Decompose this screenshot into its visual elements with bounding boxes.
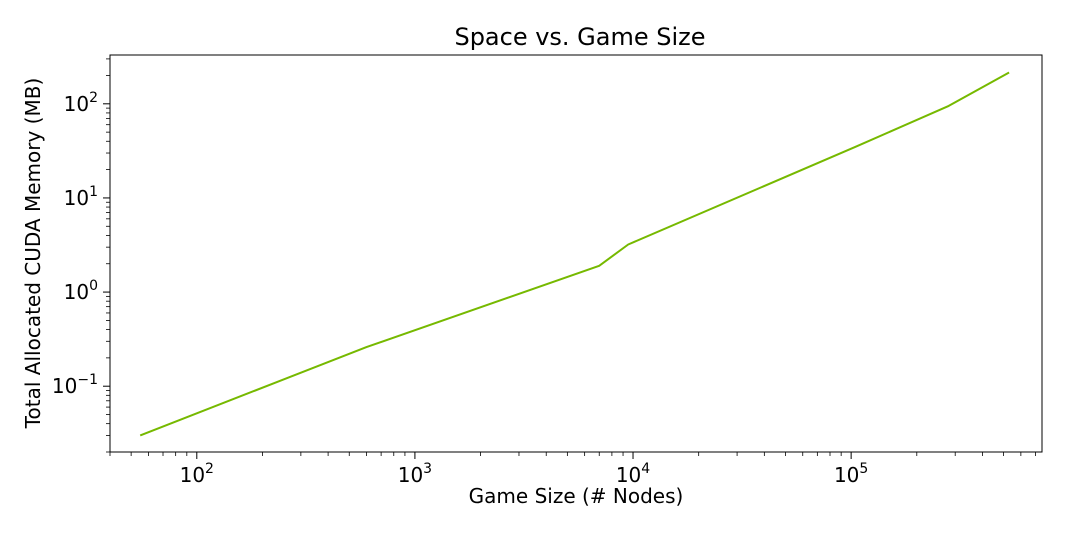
y-tick-label: 100: [64, 278, 98, 304]
x-minor-ticks: [109, 452, 1036, 456]
y-axis-label: Total Allocated CUDA Memory (MB): [21, 78, 45, 430]
x-tick-label: 104: [616, 461, 650, 487]
y-minor-ticks: [106, 58, 110, 453]
y-tick-label: 10−1: [52, 372, 98, 398]
x-tick-label: 103: [398, 461, 432, 487]
x-tick-label: 105: [834, 461, 868, 487]
y-tick-label: 102: [64, 90, 98, 116]
chart-title: Space vs. Game Size: [454, 23, 705, 51]
y-axis-ticks: 10−1 100 101 102: [52, 90, 110, 398]
series-line: [139, 71, 1010, 437]
x-axis-ticks: 102 103 104 105: [180, 452, 868, 487]
x-axis-label: Game Size (# Nodes): [469, 484, 684, 508]
x-tick-label: 102: [180, 461, 214, 487]
series-group: [139, 71, 1010, 437]
plot-area: [109, 54, 1043, 453]
y-tick-label: 101: [64, 184, 98, 210]
